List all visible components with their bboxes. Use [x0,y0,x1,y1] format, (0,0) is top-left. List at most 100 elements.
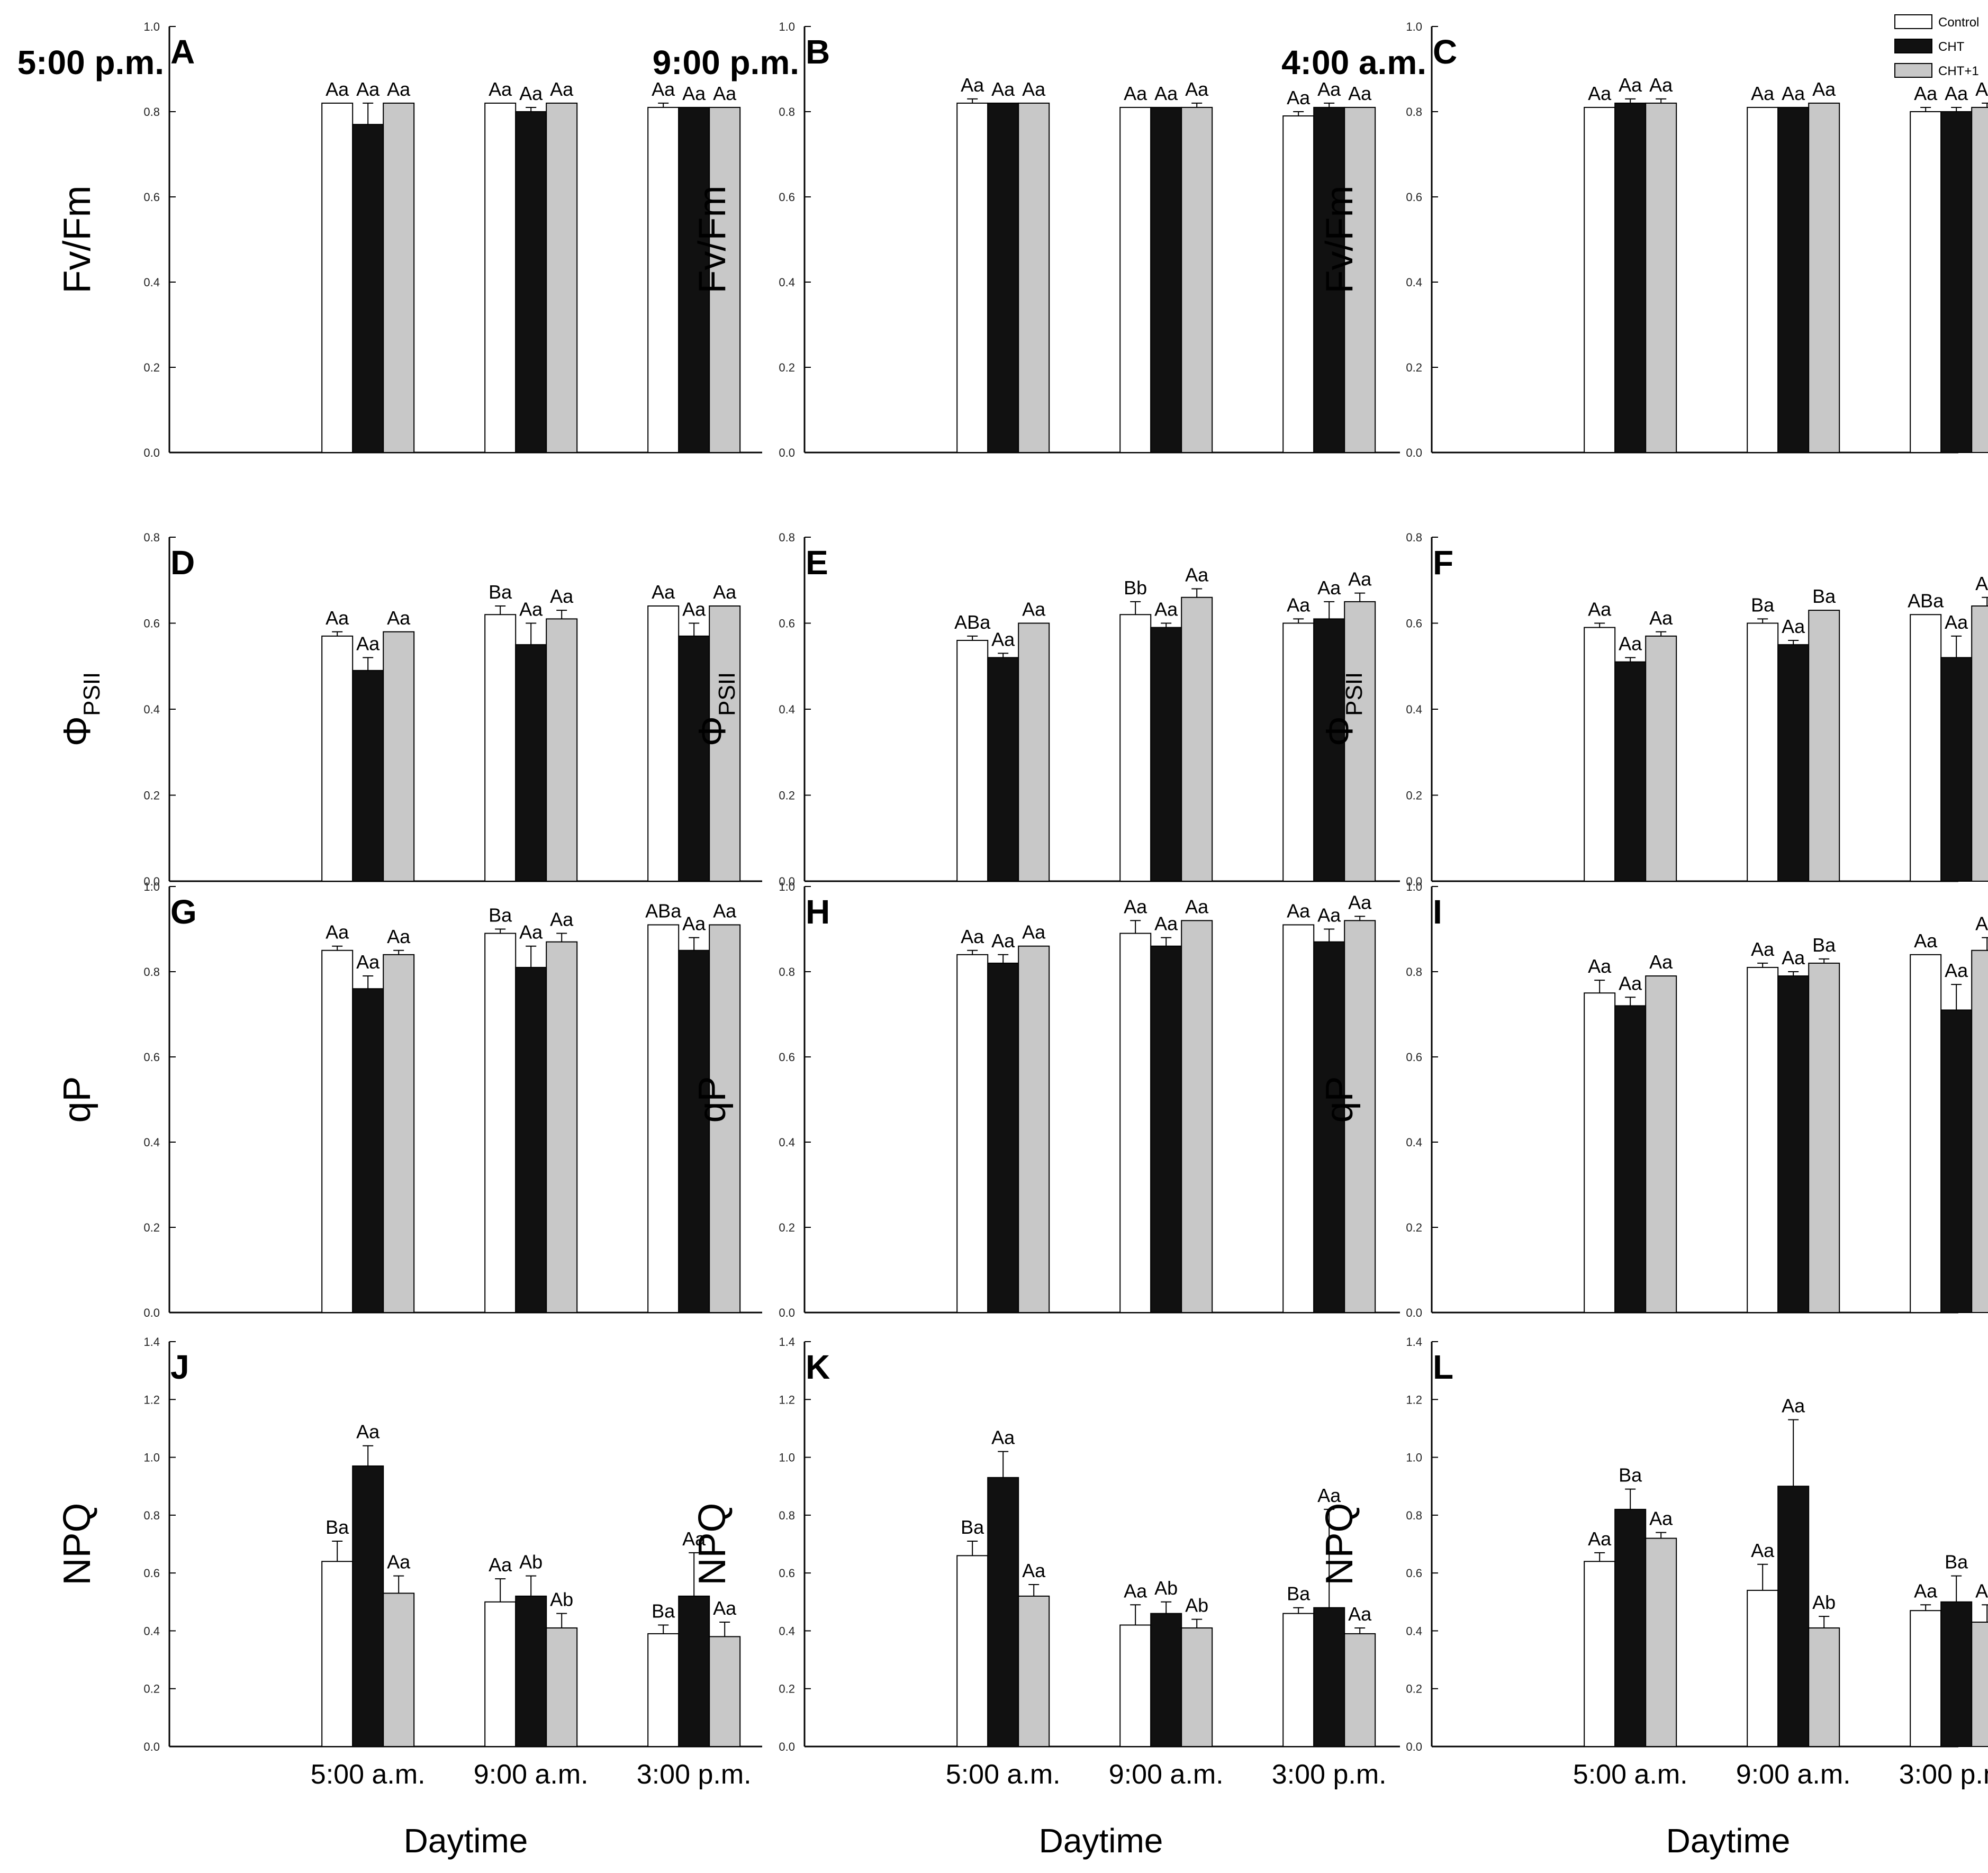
bar-cht-1 [1344,601,1376,882]
y-tick-label: 0.8 [779,965,795,979]
significance-label: Aa [1649,951,1673,973]
bar-control [647,1633,680,1747]
bar-cht-1 [546,1627,578,1748]
y-tick-label: 0.4 [1406,1624,1422,1637]
y-tick-label: 1.0 [779,1451,795,1464]
significance-label: Ab [1812,1591,1836,1613]
significance-label: Aa [519,921,543,943]
y-axis-label: NPQ [691,1503,734,1585]
y-tick-label: 0.6 [143,1567,160,1580]
significance-label: Aa [682,1528,706,1550]
significance-label: Aa [1154,599,1178,620]
bar-cht-1 [1645,635,1677,882]
bar-control [1910,954,1942,1314]
significance-label: Bb [1124,577,1147,599]
bar-cht-1 [709,924,741,1313]
bar-cht-1 [546,618,578,882]
bar-cht [515,1595,547,1748]
bar-cht-1 [546,102,578,453]
significance-label: Aa [682,83,706,104]
y-tick-label: 0.6 [779,1051,795,1064]
panel-label: F [1433,544,1453,582]
significance-label: Aa [356,633,380,655]
y-axis-label-sub: PSII [79,672,105,716]
y-tick-label: 0.2 [779,361,795,374]
significance-label: Ab [1185,1595,1208,1616]
bar-cht-1 [1018,102,1050,453]
significance-label: Aa [1022,1560,1046,1581]
y-tick-label: 1.0 [779,20,795,33]
bar-cht [678,1595,710,1748]
bar-cht [1614,661,1647,882]
bar-cht [1313,106,1345,453]
bar-cht-1 [1645,1537,1677,1748]
significance-label: ABa [954,611,991,633]
significance-label: Aa [1649,1508,1673,1530]
significance-label: Aa [1812,78,1836,100]
panel-label: A [170,33,195,71]
significance-label: Aa [519,83,543,104]
bar-cht-1 [1181,596,1213,882]
y-tick-label: 0.0 [1406,875,1422,888]
significance-label: Aa [713,1597,737,1619]
significance-label: Aa [1782,616,1805,637]
y-axis-label-main: Φ [691,716,734,746]
significance-label: Aa [682,913,706,935]
bar-cht [352,124,384,453]
significance-label: Aa [1619,74,1642,96]
bar-cht-1 [546,941,578,1313]
significance-label: Ab [550,1589,573,1610]
bar-cht [987,1477,1019,1748]
y-tick-label: 1.4 [143,1335,160,1349]
column-title: 4:00 a.m. [1281,43,1426,82]
y-axis-label: qP [691,1076,734,1123]
bar-cht [678,949,710,1313]
significance-label: Aa [1945,960,1968,981]
significance-label: Aa [1914,1580,1938,1601]
bar-cht [1150,627,1182,882]
bar-cht [515,966,547,1313]
bar-control [956,102,989,453]
significance-label: Aa [1782,947,1805,969]
significance-label: Aa [550,78,574,100]
y-tick-label: 0.4 [1406,1136,1422,1149]
significance-label: Ba [1287,1583,1311,1605]
significance-label: Aa [1287,900,1311,921]
y-tick-label: 0.4 [779,1136,795,1149]
bar-control [1747,106,1779,453]
bar-cht [1614,102,1647,453]
significance-label: Ba [1751,594,1775,616]
significance-label: Ba [961,1516,984,1538]
y-tick-label: 0.2 [779,1682,795,1696]
significance-label: Aa [1945,611,1968,633]
significance-label: Aa [1317,78,1341,100]
y-tick-label: 1.2 [143,1393,160,1406]
bar-control [956,640,989,882]
bar-cht-1 [1018,945,1050,1313]
bar-cht [515,644,547,882]
bar-cht-1 [1344,106,1376,453]
bar-cht [1940,111,1973,453]
bar-control [1584,627,1616,882]
y-tick-label: 1.0 [143,1451,160,1464]
bar-cht-1 [383,1592,415,1747]
bar-cht [1150,106,1182,453]
y-tick-label: 0.2 [779,789,795,802]
bar-cht-1 [1645,975,1677,1314]
significance-label: Aa [1588,1528,1612,1550]
significance-label: Ba [652,1600,675,1622]
y-tick-label: 0.8 [1406,1509,1422,1522]
panel-label: G [170,893,197,931]
y-tick-label: 1.0 [143,20,160,33]
significance-label: Aa [550,909,574,930]
y-tick-label: 0.2 [143,1682,160,1696]
y-tick-label: 0.6 [143,1051,160,1064]
bar-control [1910,111,1942,453]
column-title: 9:00 p.m. [653,43,799,82]
bar-cht-1 [709,106,741,453]
bar-control [1747,966,1779,1313]
y-tick-label: 1.2 [779,1393,795,1406]
significance-label: Ba [1812,585,1836,607]
bar-cht [1313,941,1345,1313]
